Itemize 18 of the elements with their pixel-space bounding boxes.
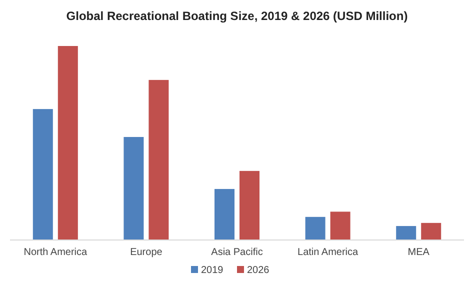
- legend-label: 2019: [201, 265, 224, 276]
- bar: [32, 109, 53, 240]
- legend-label: 2026: [247, 265, 270, 276]
- bar: [240, 170, 260, 240]
- bar: [330, 212, 350, 240]
- bar: [124, 136, 144, 240]
- bar: [148, 80, 169, 240]
- x-tick-label: North America: [24, 247, 88, 258]
- x-tick-label: Asia Pacific: [211, 247, 263, 258]
- x-tick-label: MEA: [408, 247, 430, 258]
- bar: [396, 226, 416, 240]
- bar: [58, 46, 78, 240]
- bar: [305, 216, 326, 240]
- chart-title: Global Recreational Boating Size, 2019 & 2026 (USD Million): [66, 9, 408, 23]
- bar: [214, 188, 234, 240]
- x-tick-label: Latin America: [298, 247, 359, 258]
- bar: [421, 222, 442, 240]
- x-tick-label: Europe: [130, 247, 163, 258]
